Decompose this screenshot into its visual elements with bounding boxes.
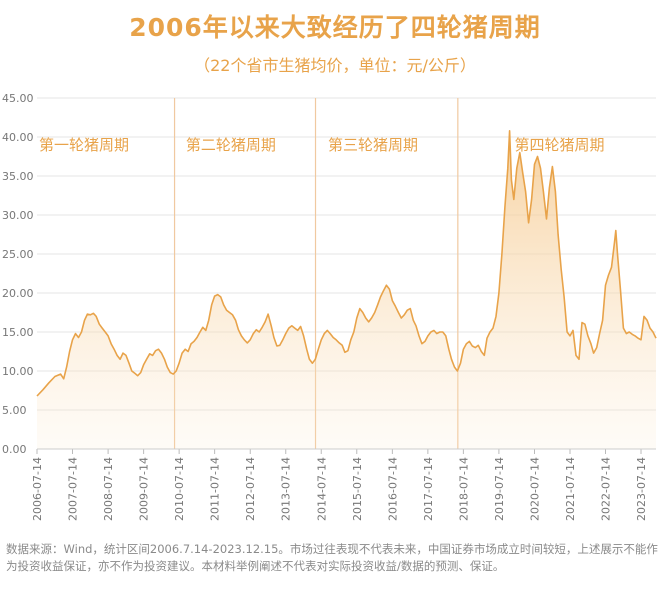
y-tick-label: 0.00: [2, 443, 27, 456]
series-layer: [36, 130, 657, 450]
y-tick-label: 40.00: [2, 131, 34, 144]
x-tick-label: 2020-07-14: [528, 457, 541, 521]
x-tick-label: 2023-07-14: [635, 457, 648, 521]
series-line: [36, 130, 657, 397]
x-tick-label: 2021-07-14: [564, 457, 577, 521]
x-tick-label: 2019-07-14: [493, 457, 506, 521]
x-tick-label: 2010-07-14: [173, 457, 186, 521]
data-source-footnote: 数据来源：Wind，统计区间2006.7.14-2023.12.15。市场过往表…: [6, 542, 658, 573]
x-tick-label: 2007-07-14: [67, 457, 80, 521]
series-area-fill: [37, 130, 656, 450]
y-tick-label: 35.00: [2, 170, 34, 183]
x-tick-label: 2015-07-14: [351, 457, 364, 521]
cycle-label: 第二轮猪周期: [186, 136, 276, 154]
x-tick-label: 2022-07-14: [600, 457, 613, 521]
y-tick-label: 25.00: [2, 248, 34, 261]
x-axis: 2006-07-14 2007-07-14 2008-07-14 2009-07-14…: [31, 448, 656, 521]
price-chart: 第一轮猪周期 第二轮猪周期 第三轮猪周期 第四轮猪周期 0.00 5.00 10.00 15…: [2, 92, 657, 521]
x-tick-label: 2012-07-14: [244, 457, 257, 521]
y-tick-label: 30.00: [2, 209, 34, 222]
x-tick-label: 2009-07-14: [138, 457, 151, 521]
x-tick-label: 2018-07-14: [457, 457, 470, 521]
chart-subtitle: （22个省市生猪均价，单位：元/公斤）: [194, 56, 476, 75]
y-tick-label: 10.00: [2, 365, 34, 378]
cycle-label: 第四轮猪周期: [515, 136, 605, 154]
cycle-label: 第一轮猪周期: [39, 136, 129, 154]
y-tick-label: 20.00: [2, 287, 34, 300]
x-tick-label: 2006-07-14: [31, 457, 44, 521]
y-tick-label: 45.00: [2, 92, 34, 105]
x-tick-label: 2016-07-14: [386, 457, 399, 521]
x-tick-label: 2017-07-14: [422, 457, 435, 521]
x-tick-label: 2013-07-14: [280, 457, 293, 521]
y-tick-label: 5.00: [2, 404, 27, 417]
x-tick-label: 2011-07-14: [209, 457, 222, 521]
x-tick-label: 2008-07-14: [102, 457, 115, 521]
x-tick-label: 2014-07-14: [315, 457, 328, 521]
cycle-label: 第三轮猪周期: [328, 136, 418, 154]
y-tick-label: 15.00: [2, 326, 34, 339]
cycle-labels: 第一轮猪周期 第二轮猪周期 第三轮猪周期 第四轮猪周期: [39, 136, 605, 154]
y-axis: 0.00 5.00 10.00 15.00 20.00 25.00 30.00 35.00 40…: [2, 92, 34, 456]
chart-title: 2006年以来大致经历了四轮猪周期: [129, 13, 541, 42]
